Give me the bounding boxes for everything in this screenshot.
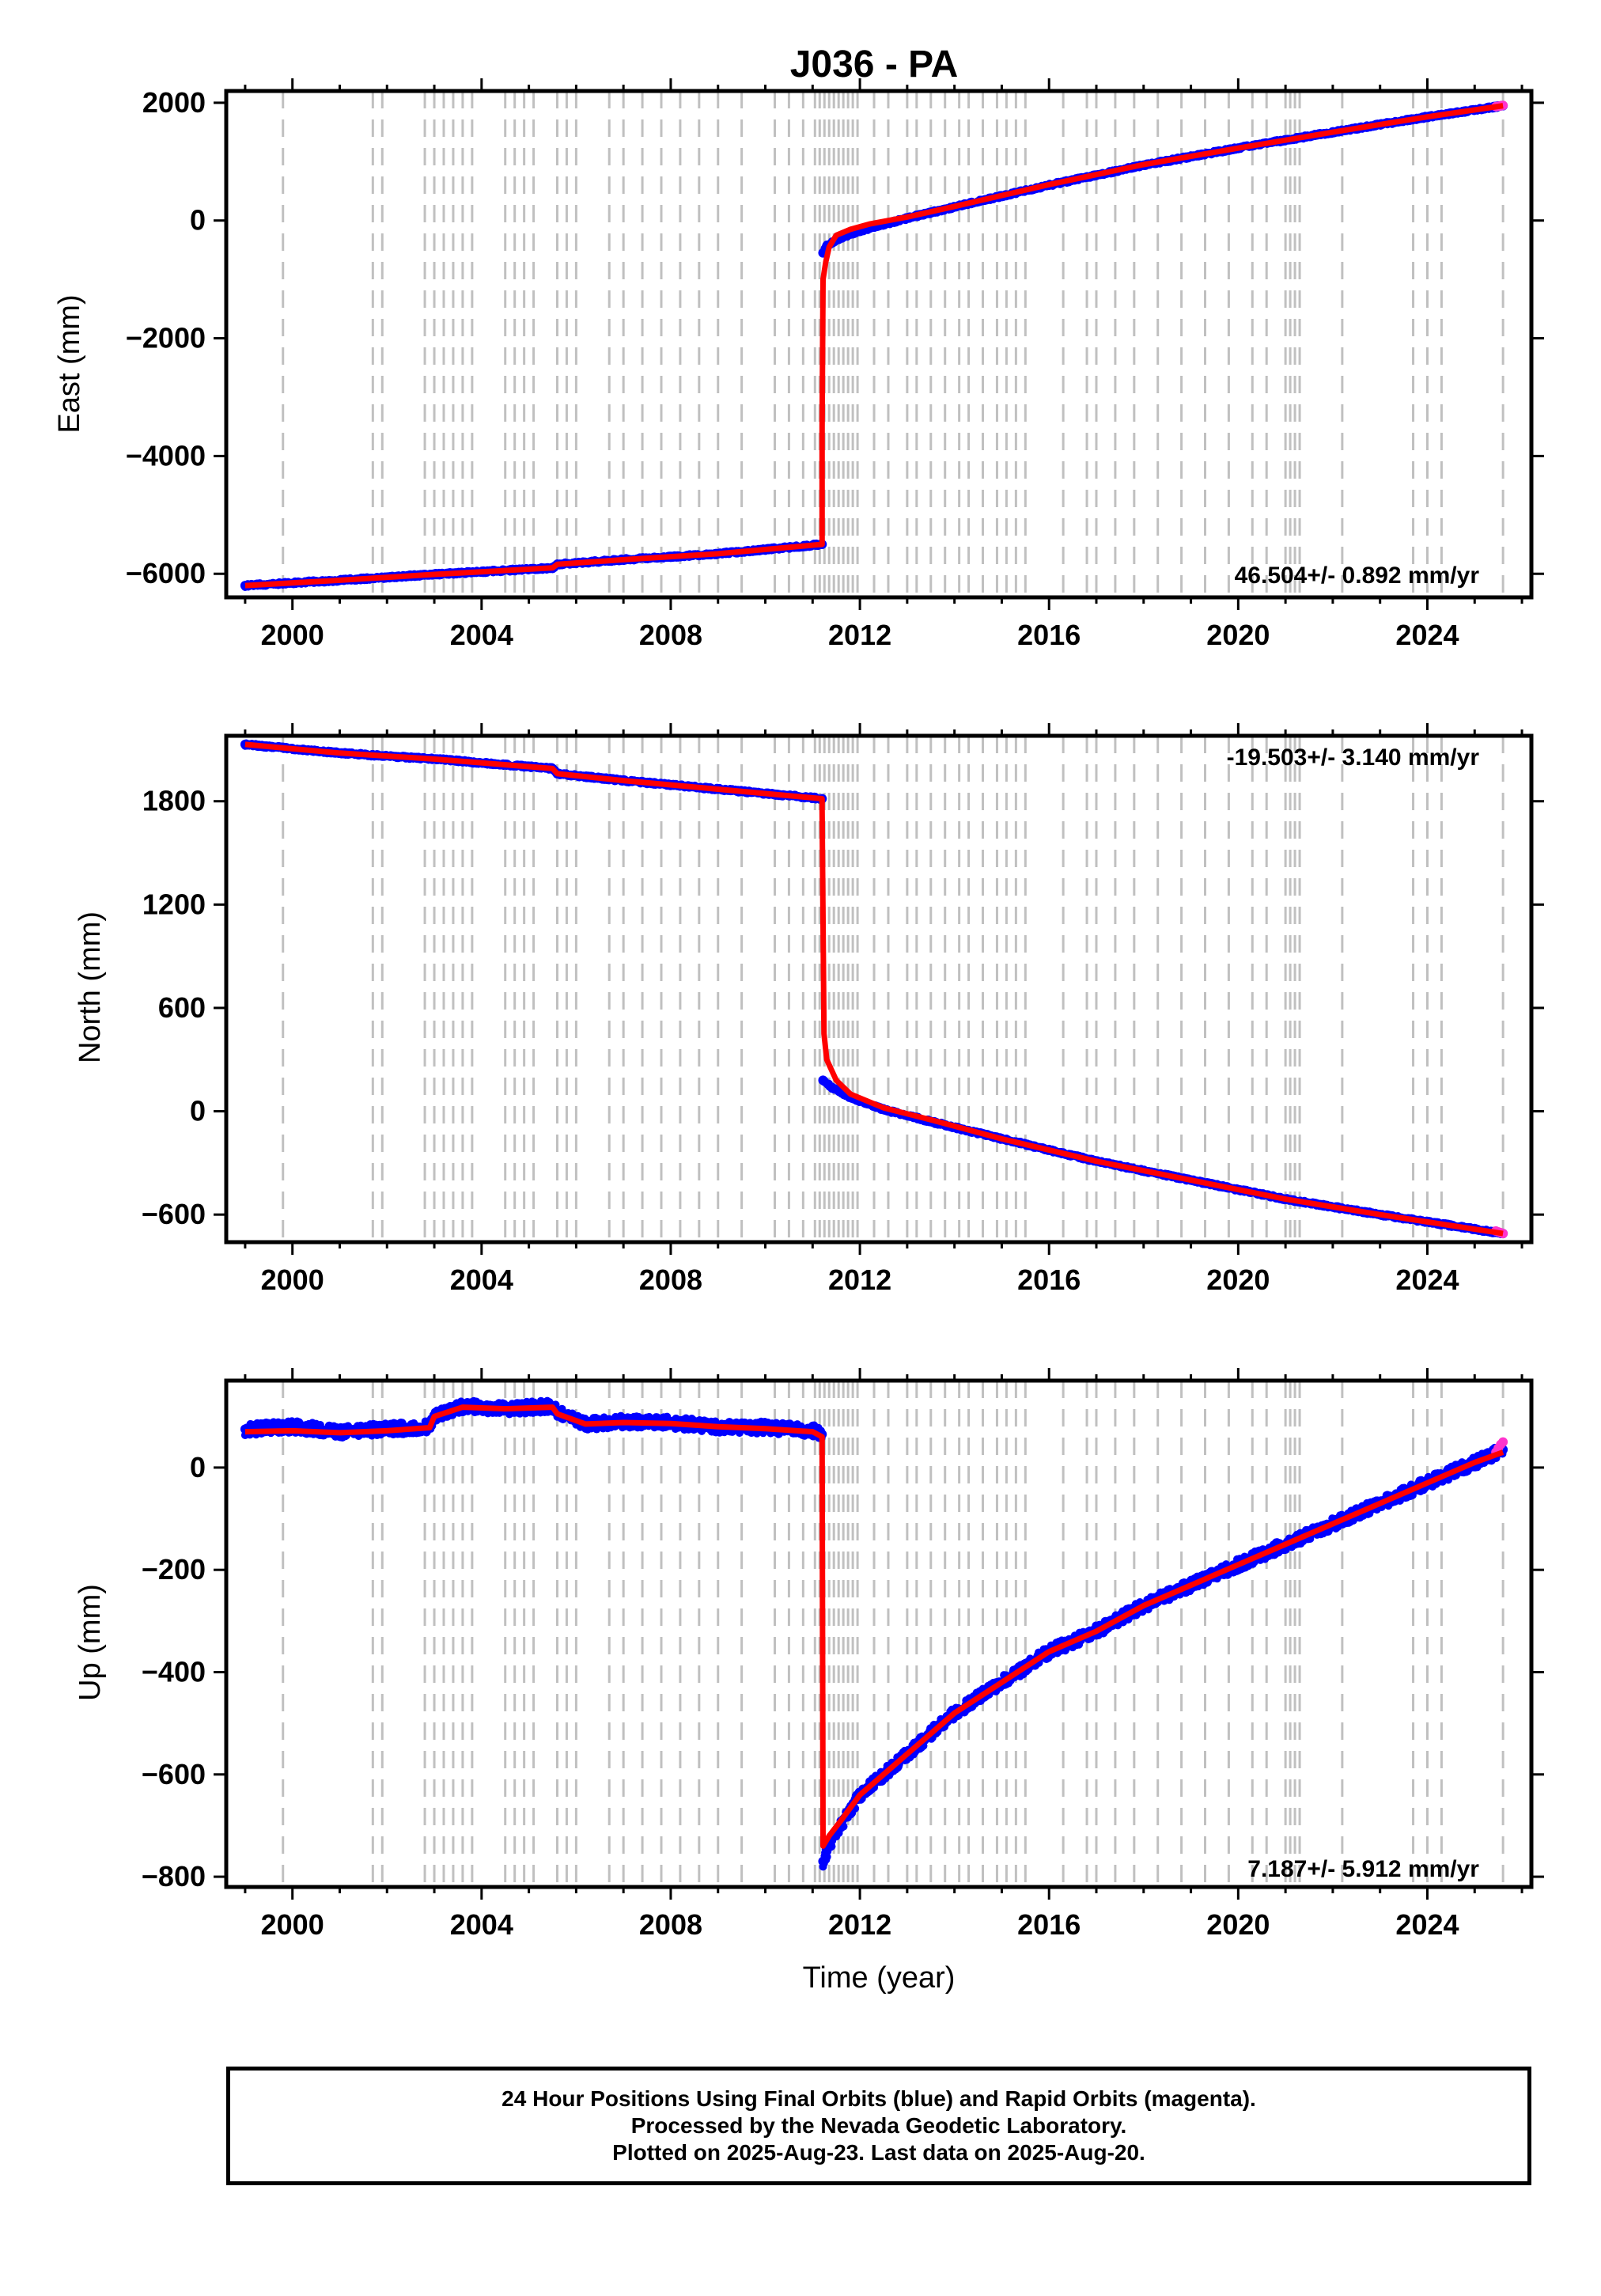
east-x-tick-label: 2020	[1206, 619, 1270, 651]
figure-title: J036 - PA	[790, 44, 959, 85]
east-y-tick-label: −6000	[126, 557, 206, 589]
east-y-tick-label: −4000	[126, 439, 206, 472]
east-x-tick-label: 2008	[639, 619, 702, 651]
east-x-tick-label: 2000	[261, 619, 324, 651]
east-x-tick-label: 2012	[828, 619, 891, 651]
east-y-tick-label: 2000	[142, 86, 206, 119]
east-x-tick-label: 2004	[450, 619, 513, 651]
panel-north: North (mm) 2000 2004 2008 2012 2016 2020 2024−…	[74, 723, 1544, 1296]
east-x-tick-label: 2016	[1017, 619, 1081, 651]
east-plot-frame	[224, 89, 1534, 600]
north-ylabel: North (mm)	[74, 911, 107, 1063]
east-y-tick-label: 0	[190, 204, 206, 237]
east-ylabel: East (mm)	[53, 294, 86, 433]
east-model-line	[244, 103, 1504, 589]
east-y-tick-label: −2000	[126, 322, 206, 354]
east-x-tick-label: 2024	[1395, 619, 1459, 651]
east-final-orbit-points	[240, 100, 1508, 592]
panel-east: East (mm) 2000 2004 2008 2012 2016 2020 2024 −6…	[53, 78, 1544, 651]
east-rate-label: 46.504+/- 0.892 mm/yr	[1235, 563, 1480, 589]
